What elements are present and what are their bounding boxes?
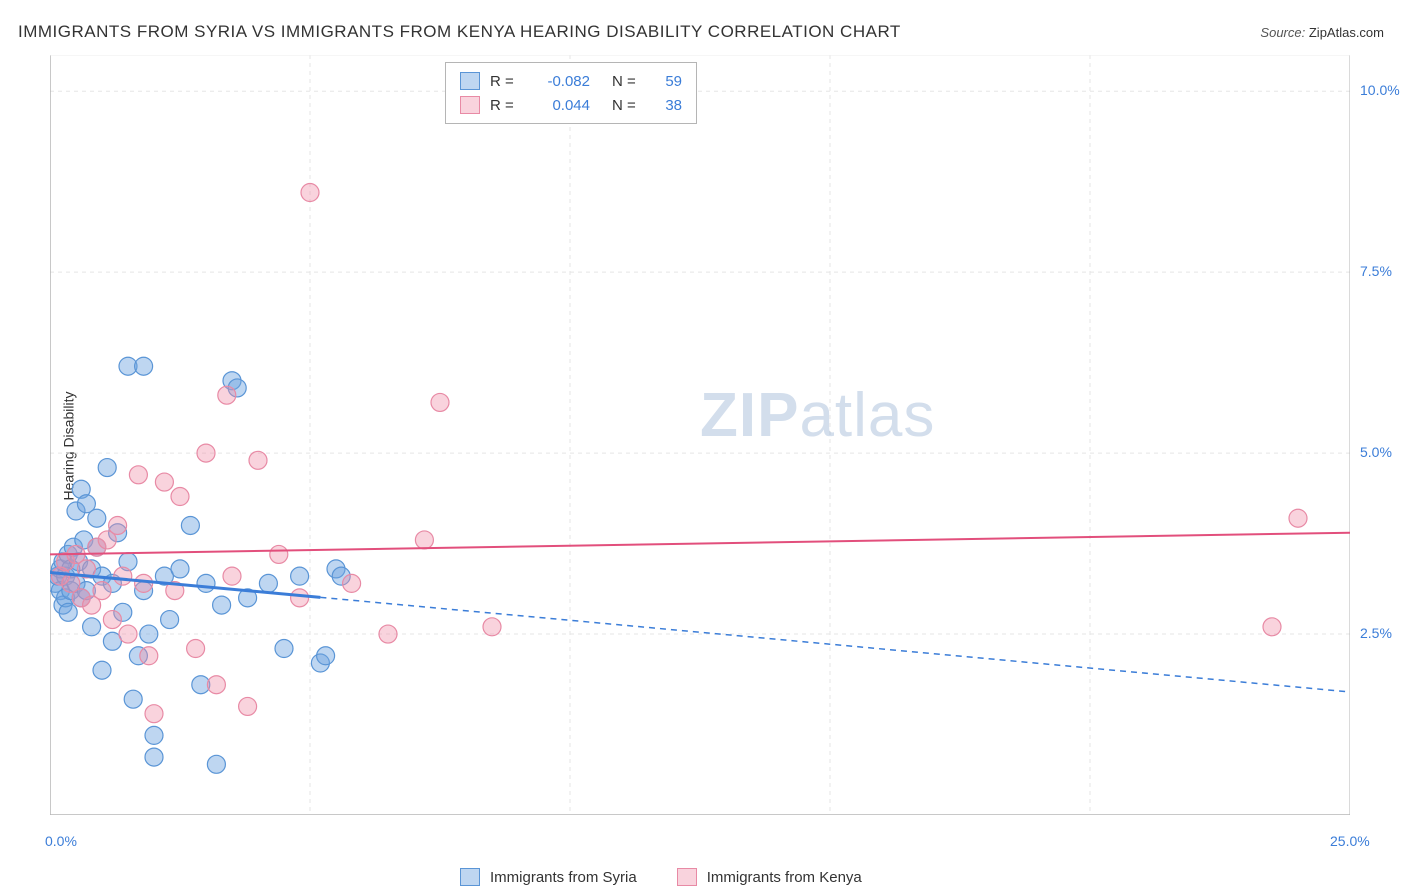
chart-title: IMMIGRANTS FROM SYRIA VS IMMIGRANTS FROM… bbox=[18, 22, 901, 42]
legend-row: R = 0.044 N = 38 bbox=[460, 93, 682, 117]
legend-r-value: -0.082 bbox=[530, 73, 590, 90]
legend-series-name: Immigrants from Syria bbox=[490, 869, 637, 886]
y-tick-label: 2.5% bbox=[1360, 625, 1392, 641]
source-value: ZipAtlas.com bbox=[1309, 25, 1384, 40]
x-tick-label: 25.0% bbox=[1330, 833, 1370, 849]
y-tick-label: 10.0% bbox=[1360, 82, 1400, 98]
legend-series: Immigrants from Syria Immigrants from Ken… bbox=[460, 868, 862, 886]
legend-correlation: R = -0.082 N = 59 R = 0.044 N = 38 bbox=[445, 62, 697, 124]
legend-swatch bbox=[460, 868, 480, 886]
legend-swatch bbox=[460, 96, 480, 114]
legend-n-value: 59 bbox=[652, 73, 682, 90]
legend-r-value: 0.044 bbox=[530, 97, 590, 114]
legend-n-label: N = bbox=[612, 97, 642, 114]
legend-r-label: R = bbox=[490, 97, 520, 114]
legend-item: Immigrants from Kenya bbox=[677, 868, 862, 886]
y-tick-label: 5.0% bbox=[1360, 444, 1392, 460]
source-label: Source: bbox=[1260, 25, 1305, 40]
legend-swatch bbox=[677, 868, 697, 886]
legend-row: R = -0.082 N = 59 bbox=[460, 69, 682, 93]
x-tick-label: 0.0% bbox=[45, 833, 77, 849]
legend-item: Immigrants from Syria bbox=[460, 868, 637, 886]
legend-n-value: 38 bbox=[652, 97, 682, 114]
legend-n-label: N = bbox=[612, 73, 642, 90]
source-attribution: Source: ZipAtlas.com bbox=[1260, 25, 1384, 40]
y-tick-label: 7.5% bbox=[1360, 263, 1392, 279]
scatter-plot bbox=[50, 55, 1350, 815]
legend-swatch bbox=[460, 72, 480, 90]
legend-series-name: Immigrants from Kenya bbox=[707, 869, 862, 886]
plot-container bbox=[50, 55, 1390, 835]
legend-r-label: R = bbox=[490, 73, 520, 90]
